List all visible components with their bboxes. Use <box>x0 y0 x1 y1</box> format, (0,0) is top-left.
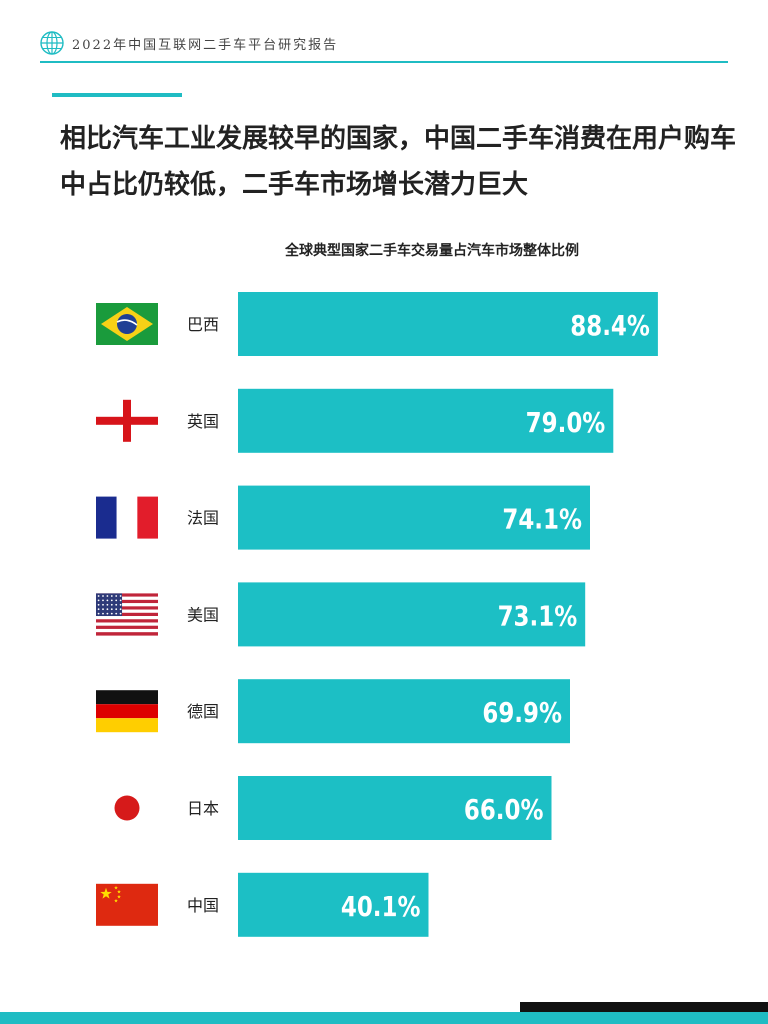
report-header: 2022年中国互联网二手车平台研究报告 <box>0 0 768 64</box>
usa-flag-icon <box>96 593 158 636</box>
brazil-flag-icon <box>96 303 158 345</box>
footer-teal-bar <box>0 1012 768 1024</box>
bar <box>238 582 586 647</box>
japan-flag-icon <box>96 787 158 829</box>
category-label: 巴西 <box>187 315 219 334</box>
data-label: 88.4% <box>570 310 650 343</box>
data-label: 74.1% <box>502 503 582 536</box>
category-label: 中国 <box>187 896 219 915</box>
data-label: 69.9% <box>482 697 562 730</box>
data-label: 73.1% <box>498 600 578 633</box>
footer-black-bar <box>520 1002 768 1012</box>
france-flag-icon <box>96 496 158 539</box>
data-label: 40.1% <box>341 891 421 924</box>
bar <box>238 679 570 744</box>
category-label: 法国 <box>187 509 219 528</box>
report-title: 2022年中国互联网二手车平台研究报告 <box>72 38 339 53</box>
category-label: 英国 <box>187 412 219 431</box>
bar <box>238 485 590 550</box>
category-label: 日本 <box>187 799 219 818</box>
page-headline: 相比汽车工业发展较早的国家，中国二手车消费在用户购车中占比仍较低，二手车市场增长… <box>60 124 737 200</box>
bar <box>238 388 614 453</box>
data-label: 66.0% <box>464 794 544 827</box>
globe-logo-icon <box>40 31 64 55</box>
germany-flag-icon <box>96 690 158 733</box>
horizontal-bar-chart: 巴西 88.4% 英国 79.0% 法国 74.1% 美国 73.1% 德国 69.9% 日本 66.… <box>96 292 658 937</box>
headline-accent-bar <box>52 93 182 97</box>
header-divider <box>40 61 728 63</box>
data-label: 79.0% <box>526 407 606 440</box>
bar <box>238 776 552 840</box>
bar <box>238 292 658 356</box>
chart-title: 全球典型国家二手车交易量占汽车市场整体比例 <box>285 243 579 259</box>
china-flag-icon <box>96 883 158 926</box>
category-label: 德国 <box>187 702 219 721</box>
category-label: 美国 <box>187 605 219 624</box>
bar <box>238 872 429 937</box>
england-flag-icon <box>96 399 158 442</box>
